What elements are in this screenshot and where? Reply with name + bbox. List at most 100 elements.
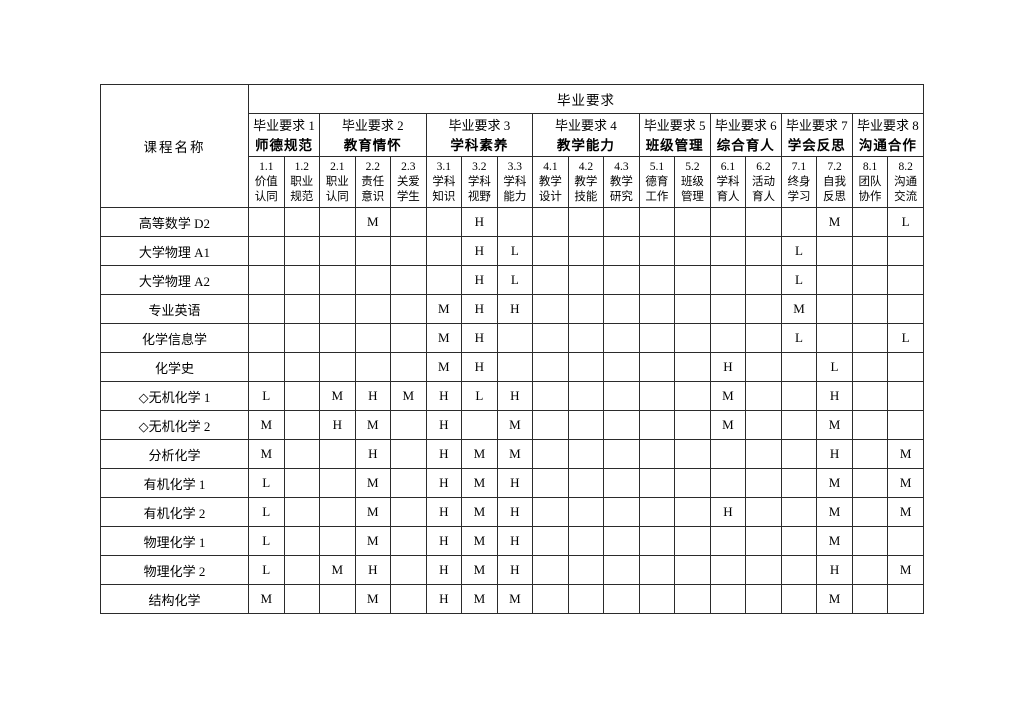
matrix-cell: H [496, 526, 534, 556]
matrix-cell [745, 526, 782, 556]
course-name-cell: 物理化学 2 [100, 555, 249, 585]
matrix-cell [283, 497, 321, 527]
matrix-cell [638, 294, 676, 324]
matrix-cell [283, 352, 321, 382]
matrix-cell: M [354, 468, 392, 498]
matrix-cell [709, 265, 747, 295]
matrix-cell: H [461, 294, 498, 324]
matrix-cell [532, 468, 569, 498]
indicator-header-5.1: 5.1 德育 工作 [638, 156, 676, 208]
matrix-cell [567, 526, 605, 556]
matrix-cell [354, 265, 392, 295]
matrix-cell [567, 352, 605, 382]
matrix-cell [248, 236, 285, 266]
matrix-cell [532, 555, 569, 585]
matrix-cell: M [354, 497, 392, 527]
matrix-cell [887, 410, 924, 440]
matrix-cell [390, 468, 427, 498]
group-title: 毕业要求 8 [857, 117, 919, 133]
matrix-cell [248, 207, 285, 237]
matrix-cell: H [425, 381, 463, 411]
matrix-cell [248, 352, 285, 382]
matrix-cell [851, 468, 889, 498]
matrix-cell: M [319, 555, 356, 585]
matrix-cell [638, 468, 676, 498]
matrix-cell: M [780, 294, 818, 324]
matrix-cell: M [816, 497, 853, 527]
matrix-cell: L [816, 352, 853, 382]
matrix-cell: M [816, 526, 853, 556]
matrix-cell [390, 497, 427, 527]
matrix-cell [638, 584, 676, 614]
matrix-cell: L [780, 323, 818, 353]
matrix-cell [283, 410, 321, 440]
matrix-cell [532, 352, 569, 382]
matrix-cell: L [496, 236, 534, 266]
matrix-cell [851, 439, 889, 469]
matrix-cell [603, 468, 640, 498]
matrix-cell [567, 323, 605, 353]
matrix-cell [674, 207, 711, 237]
matrix-cell [638, 207, 676, 237]
matrix-cell: M [354, 584, 392, 614]
matrix-cell [638, 526, 676, 556]
matrix-cell [780, 555, 818, 585]
group-title: 毕业要求 2 [341, 117, 404, 133]
matrix-cell [319, 526, 356, 556]
matrix-cell: M [461, 439, 498, 469]
matrix-cell: M [248, 439, 285, 469]
matrix-cell: M [425, 323, 463, 353]
matrix-cell [745, 294, 782, 324]
course-name-cell: 大学物理 A1 [100, 236, 249, 266]
matrix-cell [390, 323, 427, 353]
indicator-header-2.2: 2.2 责任 意识 [354, 156, 392, 208]
group-title: 毕业要求 4 [555, 117, 617, 133]
matrix-cell: M [248, 584, 285, 614]
matrix-cell [390, 352, 427, 382]
matrix-cell: H [461, 265, 498, 295]
table-row: 专业英语 M H H M [100, 294, 924, 324]
matrix-cell [674, 236, 711, 266]
matrix-cell [709, 439, 747, 469]
matrix-cell [603, 526, 640, 556]
matrix-cell: H [461, 236, 498, 266]
matrix-cell: H [319, 410, 356, 440]
matrix-cell [851, 352, 889, 382]
indicator-header-4.3: 4.3 教学 研究 [603, 156, 640, 208]
group-name: 学科素养 [450, 137, 509, 153]
matrix-cell [780, 352, 818, 382]
indicator-header-4.2: 4.2 教学 技能 [567, 156, 605, 208]
matrix-cell: H [496, 497, 534, 527]
matrix-cell [745, 584, 782, 614]
group-title: 毕业要求 3 [448, 117, 511, 133]
matrix-cell [851, 526, 889, 556]
matrix-cell [532, 265, 569, 295]
course-name-cell: 物理化学 1 [100, 526, 249, 556]
matrix-cell [283, 439, 321, 469]
matrix-cell [887, 584, 924, 614]
table-row: 结构化学 M M H M M M [100, 584, 924, 614]
indicator-header-6.2: 6.2 活动 育人 [745, 156, 782, 208]
matrix-cell [532, 207, 569, 237]
matrix-cell [319, 439, 356, 469]
matrix-cell [283, 555, 321, 585]
matrix-cell: L [248, 526, 285, 556]
matrix-cell [709, 526, 747, 556]
matrix-cell [283, 236, 321, 266]
matrix-cell [674, 265, 711, 295]
matrix-cell [496, 323, 534, 353]
matrix-cell: H [354, 439, 392, 469]
indicator-header-3.3: 3.3 学科 能力 [496, 156, 534, 208]
matrix-cell: M [461, 584, 498, 614]
course-rows-body: 高等数学 D2 M H M L 大学物理 A1 H L L 大学物理 A2 H L L 专业英语 M H H M 化… [100, 207, 924, 614]
matrix-cell [567, 410, 605, 440]
matrix-cell [745, 468, 782, 498]
requirement-groups-row: 毕业要求 1 师德规范 毕业要求 2 教育情怀 毕业要求 3 学科素养 毕业要求 4 教学能力… [101, 113, 925, 157]
matrix-cell [709, 236, 747, 266]
matrix-cell: H [816, 439, 853, 469]
matrix-cell [851, 265, 889, 295]
